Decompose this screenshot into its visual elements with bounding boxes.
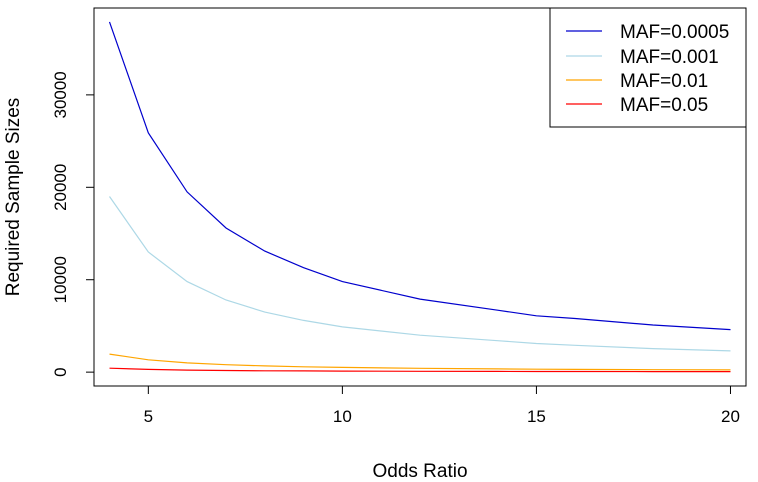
series-layer (108, 21, 731, 373)
series-line-2 (109, 353, 731, 371)
y-tick-label: 30000 (51, 71, 70, 118)
x-tick-label: 10 (333, 407, 352, 426)
legend: MAF=0.0005 MAF=0.001 MAF=0.01 MAF=0.05 (549, 7, 747, 128)
legend-label-maf-05: MAF=0.05 (620, 95, 708, 116)
legend-label-maf-0005: MAF=0.0005 (620, 22, 729, 43)
y-axis-label: Required Sample Sizes (3, 98, 24, 297)
y-tick-label: 10000 (51, 256, 70, 303)
x-tick-label: 20 (721, 407, 740, 426)
series-line-1 (109, 196, 731, 352)
legend-box (549, 7, 747, 128)
x-tick-label: 15 (527, 407, 546, 426)
y-axis: 0 10000 20000 30000 (51, 71, 94, 377)
y-tick-label: 20000 (51, 164, 70, 211)
legend-label-maf-001: MAF=0.001 (620, 47, 719, 68)
x-tick-label: 5 (144, 407, 153, 426)
plot-frame (93, 7, 747, 387)
series-line-3 (109, 367, 731, 373)
y-tick-label: 0 (51, 367, 70, 376)
series-line-0 (108, 21, 731, 331)
legend-label-maf-01: MAF=0.01 (620, 71, 708, 92)
x-axis: 5 10 15 20 (144, 386, 740, 426)
x-axis-label: Odds Ratio (372, 461, 467, 482)
